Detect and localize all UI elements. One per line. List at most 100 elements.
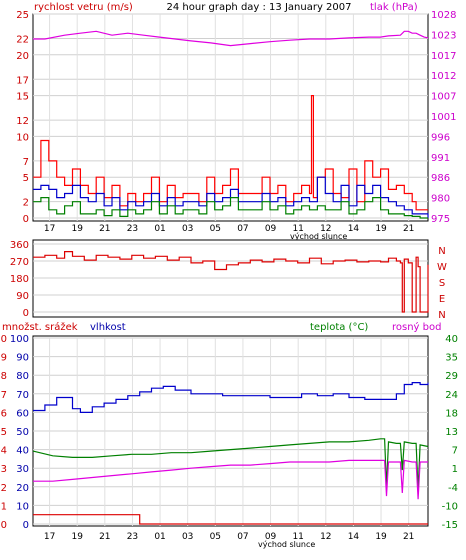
humidity-tick-label: 70 — [16, 390, 29, 401]
x-tick-label: 05 — [210, 224, 221, 234]
series-line-wind_direction — [33, 251, 429, 313]
x-tick-label: 21 — [403, 532, 414, 542]
right-tick-label: 1007 — [431, 92, 456, 103]
left-tick-label: 12 — [16, 116, 29, 127]
x-tick-label: 14 — [348, 224, 360, 234]
right-tick-label: 1012 — [431, 71, 456, 82]
temp-tick-label: 24 — [445, 390, 458, 401]
humidity-tick-label: 20 — [16, 483, 29, 494]
series-line-dew_point — [33, 459, 428, 500]
rain-tick-label: 6 — [1, 408, 7, 419]
humidity-tick-label: 0 — [23, 520, 29, 531]
x-tick-label: 03 — [182, 532, 193, 542]
temp-tick-label: -4 — [448, 483, 458, 494]
series-line-wind_gust — [33, 95, 428, 211]
x-tick-label: 09 — [265, 532, 277, 542]
left-tick-label: 90 — [16, 291, 29, 302]
x-tick-label: 23 — [127, 224, 138, 234]
x-tick-label: 09 — [265, 224, 277, 234]
right-tick-label: 980 — [431, 194, 450, 205]
left-tick-label: 0 — [23, 214, 29, 225]
x-tick-label: 11 — [292, 532, 303, 542]
left-tick-label: 360 — [10, 240, 29, 251]
rain-tick-label: 2 — [1, 483, 7, 494]
left-tick-label: 180 — [10, 274, 29, 285]
x-tick-label: 21 — [403, 224, 414, 234]
x-tick-label: 01 — [154, 224, 165, 234]
chart-title: 24 hour graph day : 13 January 2007 — [167, 2, 352, 13]
right-tick-label: 1017 — [431, 51, 456, 62]
temp-tick-label: 13 — [445, 427, 458, 438]
right-tick-label: 1001 — [431, 112, 456, 123]
left-axis-title-wind: rychlost vetru (m/s) — [34, 2, 133, 13]
compass-label: W — [437, 262, 447, 273]
humidity-tick-label: 90 — [16, 353, 29, 364]
humidity-tick-label: 80 — [16, 371, 29, 382]
humidity-tick-label: 30 — [16, 464, 29, 475]
panel-wind-pressure: rychlost vetru (m/s) 24 hour graph day :… — [16, 2, 456, 241]
left-tick-label: 22 — [16, 34, 29, 45]
right-axis-title-pressure: tlak (hPa) — [370, 2, 418, 13]
label-dew-point: rosný bod — [392, 321, 441, 333]
panel-humidity-temperature: množst. srážek vlhkost teplota (°C) rosn… — [0, 321, 458, 549]
x-tick-label: 19 — [71, 532, 83, 542]
label-rain: množst. srážek — [2, 321, 78, 333]
humidity-tick-label: 60 — [16, 408, 29, 419]
left-tick-label: 17 — [16, 75, 29, 86]
x-tick-label: 12 — [320, 532, 331, 542]
rain-tick-label: 10 — [0, 334, 7, 345]
temp-tick-label: -15 — [442, 520, 458, 531]
left-tick-label: 7 — [23, 157, 29, 168]
left-tick-label: 10 — [16, 132, 29, 143]
x-tick-label: 17 — [44, 224, 55, 234]
x-tick-label: 07 — [237, 224, 248, 234]
humidity-tick-label: 100 — [10, 334, 29, 345]
x-tick-label: 03 — [182, 224, 193, 234]
compass-label: N — [438, 310, 445, 321]
left-tick-label: 0 — [23, 308, 29, 319]
x-tick-label: 01 — [154, 532, 165, 542]
x-tick-label: 19 — [71, 224, 83, 234]
humidity-tick-label: 40 — [16, 446, 29, 457]
temp-tick-label: 40 — [445, 334, 458, 345]
x-tick-label: 14 — [348, 532, 360, 542]
x-subtitle-sunrise-top: východ slunce — [290, 232, 347, 241]
series-line-humidity — [33, 382, 429, 413]
series-line-temperature — [32, 438, 429, 490]
rain-tick-label: 9 — [1, 353, 7, 364]
x-tick-label: 05 — [210, 532, 221, 542]
right-tick-label: 1028 — [431, 10, 456, 21]
right-tick-label: 991 — [431, 153, 450, 164]
series-line-wind_min — [33, 197, 428, 219]
x-tick-label: 19 — [375, 532, 387, 542]
series-line-pressure — [33, 30, 429, 47]
x-tick-label: 21 — [99, 224, 110, 234]
humidity-tick-label: 10 — [16, 501, 29, 512]
temp-tick-label: 18 — [445, 408, 458, 419]
series-line-rain — [33, 514, 428, 525]
humidity-tick-label: 50 — [16, 427, 29, 438]
x-subtitle-sunrise-bottom: východ slunce — [258, 540, 315, 549]
temp-tick-label: 35 — [445, 353, 458, 364]
rain-tick-label: 1 — [1, 501, 7, 512]
x-tick-label: 11 — [292, 224, 303, 234]
label-temperature: teplota (°C) — [310, 322, 368, 333]
x-tick-label: 21 — [99, 532, 110, 542]
left-tick-label: 15 — [16, 92, 29, 103]
rain-tick-label: 3 — [1, 464, 7, 475]
left-tick-label: 25 — [16, 10, 29, 21]
label-humidity: vlhkost — [90, 322, 126, 333]
temp-tick-label: -10 — [442, 501, 458, 512]
left-tick-label: 2 — [23, 198, 29, 209]
compass-label: N — [438, 246, 445, 257]
rain-tick-label: 7 — [1, 390, 7, 401]
x-tick-label: 17 — [44, 532, 55, 542]
right-tick-label: 975 — [431, 214, 450, 225]
rain-tick-label: 5 — [1, 427, 7, 438]
temp-tick-label: 7 — [452, 446, 458, 457]
x-tick-label: 19 — [375, 224, 387, 234]
right-tick-label: 996 — [431, 132, 450, 143]
